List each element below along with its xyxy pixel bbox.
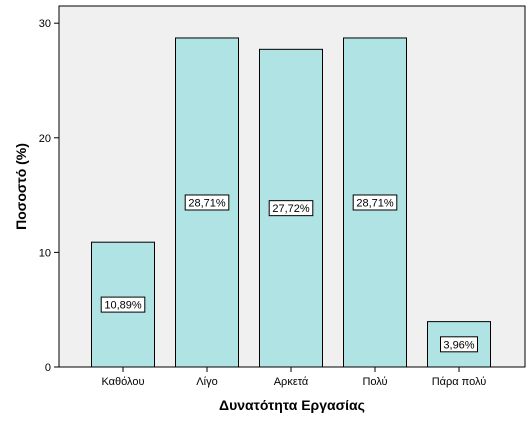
data-label-2: 27,72%: [272, 203, 310, 215]
data-label-box-0: [100, 296, 146, 313]
y-tick-label-1: 10: [39, 247, 51, 259]
y-tick-label-2: 20: [39, 133, 51, 145]
x-tick-label-2: Αρκετά: [274, 376, 309, 388]
x-axis-title: Δυνατότητα Εργασίας: [219, 397, 365, 413]
data-label-0: 10,89%: [104, 300, 142, 312]
x-axis: Καθόλου Λίγο Αρκετά Πολύ Πάρα πολύ: [101, 367, 486, 388]
data-label-box-2: [268, 200, 314, 217]
x-tick-label-1: Λίγο: [196, 376, 217, 388]
data-label-4: 3,96%: [443, 339, 474, 351]
data-label-box-1: [184, 194, 230, 211]
data-label-1: 28,71%: [188, 197, 226, 209]
y-tick-label-3: 30: [39, 18, 51, 30]
data-labels: 10,89% 28,71% 27,72% 28,71% 3,96%: [100, 194, 478, 353]
data-label-box-3: [352, 194, 398, 211]
x-tick-label-0: Καθόλου: [101, 376, 144, 388]
data-label-3: 28,71%: [356, 197, 394, 209]
y-axis-title: Ποσοστό (%): [13, 143, 29, 230]
x-tick-label-3: Πολύ: [362, 376, 387, 388]
y-axis: 0 10 20 30: [39, 18, 59, 374]
x-tick-label-4: Πάρα πολύ: [432, 376, 487, 388]
data-label-box-4: [440, 336, 478, 353]
y-tick-label-0: 0: [45, 362, 51, 374]
